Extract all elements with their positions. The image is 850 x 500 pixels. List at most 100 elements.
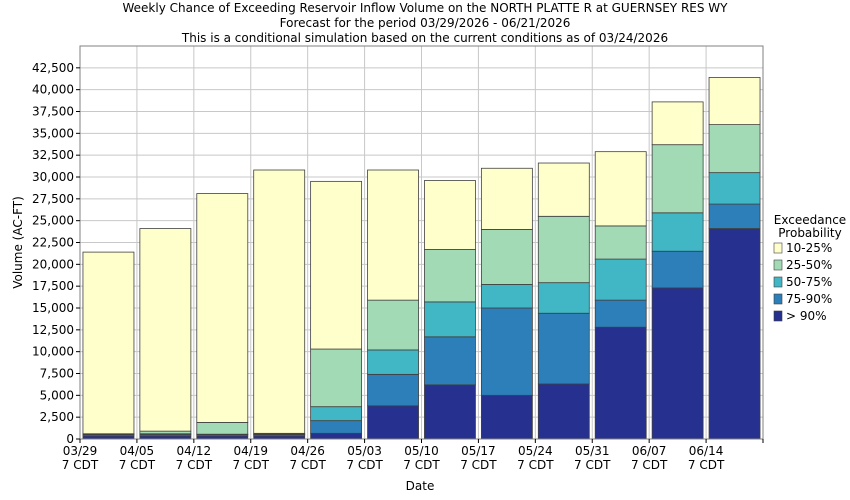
bar-segment-75-90-9 [537, 312, 590, 385]
bar-segment-50-75-9 [537, 282, 590, 314]
legend-swatch-4 [773, 293, 783, 305]
x-tick-label-time: 7 CDT [574, 458, 611, 472]
bar-segment-90-6 [367, 405, 419, 440]
bar-segment-25-50-6 [367, 299, 419, 351]
bar-segment-50-75-8 [480, 284, 533, 309]
legend-label-1: 10-25% [786, 241, 832, 255]
x-tick-label-time: 7 CDT [631, 458, 668, 472]
bar-segment-10-25-8 [480, 167, 533, 230]
legend-title-line-1: Exceedance [774, 213, 846, 227]
title-line-2: Forecast for the period 03/29/2026 - 06/… [280, 16, 571, 30]
y-tick-label: 32,500 [32, 148, 74, 162]
y-tick-label: 10,000 [32, 345, 74, 359]
bar-segment-50-75-6 [367, 349, 419, 375]
y-tick-label: 22,500 [32, 236, 74, 250]
legend-label-5: > 90% [786, 309, 827, 323]
x-tick-label-date: 04/26 [290, 444, 325, 458]
bar-segment-25-50-8 [480, 228, 533, 285]
bar-segment-10-25-4 [253, 169, 306, 434]
legend-label-3: 50-75% [786, 275, 832, 289]
bar-segment-25-50-10 [594, 225, 647, 260]
bar-segment-10-25-10 [594, 151, 647, 227]
bar-segment-10-25-12 [708, 77, 761, 126]
y-tick-label: 12,500 [32, 323, 74, 337]
bar-segment-90-7 [424, 384, 476, 440]
bar-segment-90-9 [537, 383, 590, 440]
y-tick-label: 2,500 [40, 410, 74, 424]
x-tick-label-time: 7 CDT [403, 458, 440, 472]
bar-segment-75-90-10 [594, 299, 647, 328]
x-tick-label-time: 7 CDT [688, 458, 725, 472]
y-tick-label: 15,000 [32, 301, 74, 315]
x-tick-label-time: 7 CDT [517, 458, 554, 472]
bar-segment-75-90-12 [708, 203, 761, 229]
y-tick-label: 30,000 [32, 170, 74, 184]
y-tick-label: 20,000 [32, 257, 74, 271]
legend-swatch-1 [773, 242, 783, 254]
title-line-1: Weekly Chance of Exceeding Reservoir Inf… [122, 1, 728, 15]
title-line-3: This is a conditional simulation based o… [181, 31, 668, 45]
bar-segment-25-50-7 [424, 249, 476, 303]
bar-segment-50-75-11 [651, 212, 704, 252]
x-tick-label-time: 7 CDT [62, 458, 99, 472]
y-tick-label: 35,000 [32, 126, 74, 140]
x-tick-label-date: 03/29 [63, 444, 98, 458]
y-tick-label: 5,000 [40, 388, 74, 402]
bar-segment-25-50-5 [310, 348, 363, 408]
y-tick-label: 37,500 [32, 105, 74, 119]
x-tick-label-time: 7 CDT [233, 458, 270, 472]
bar-segment-10-25-2 [139, 228, 192, 432]
grid [80, 46, 763, 439]
x-tick-label-date: 05/10 [404, 444, 439, 458]
bar-segment-10-25-11 [651, 101, 704, 146]
bar-segment-10-25-7 [424, 180, 476, 250]
bar-segment-10-25-6 [367, 169, 419, 301]
chart-title: Weekly Chance of Exceeding Reservoir Inf… [122, 1, 728, 45]
x-tick-label-time: 7 CDT [119, 458, 156, 472]
legend-label-4: 75-90% [786, 292, 832, 306]
legend-label-2: 25-50% [786, 258, 832, 272]
y-axis-title: Volume (AC-FT) [11, 196, 25, 289]
legend-title-line-2: Probability [778, 226, 841, 240]
bar-segment-25-50-11 [651, 144, 704, 214]
x-tick-label-date: 06/14 [689, 444, 724, 458]
x-tick-label-date: 05/17 [461, 444, 496, 458]
bar-segment-10-25-5 [310, 180, 363, 350]
bar-segment-90-8 [480, 394, 533, 440]
bar-segment-50-75-5 [310, 406, 363, 422]
bars [82, 77, 761, 440]
y-tick-label: 25,000 [32, 214, 74, 228]
bar-segment-25-50-9 [537, 215, 590, 284]
bar-segment-75-90-11 [651, 250, 704, 289]
bar-segment-90-5 [310, 432, 363, 440]
legend-swatch-3 [773, 276, 783, 288]
bar-segment-90-10 [594, 326, 647, 440]
legend-swatch-5 [773, 310, 783, 322]
bar-segment-50-75-7 [424, 301, 476, 338]
x-tick-label-date: 05/31 [575, 444, 610, 458]
bar-segment-90-11 [651, 287, 704, 440]
bar-segment-50-75-12 [708, 172, 761, 205]
x-tick-label-date: 04/12 [177, 444, 212, 458]
y-axis: 0 2,500 5,000 7,500 10,000 12,500 15,000 17,500… [11, 61, 80, 446]
x-tick-label-time: 7 CDT [346, 458, 383, 472]
bar-segment-50-75-10 [594, 258, 647, 301]
x-tick-label-time: 7 CDT [460, 458, 497, 472]
bar-segment-75-90-6 [367, 373, 419, 407]
x-tick-label-date: 04/05 [120, 444, 155, 458]
x-tick-label-time: 7 CDT [176, 458, 213, 472]
bar-segment-90-12 [708, 228, 761, 440]
y-tick-label: 40,000 [32, 83, 74, 97]
x-tick-label-date: 05/24 [518, 444, 553, 458]
bar-segment-10-25-1 [82, 251, 135, 435]
bar-segment-75-90-7 [424, 336, 476, 386]
y-tick-label: 42,500 [32, 61, 74, 75]
y-tick-label: 27,500 [32, 192, 74, 206]
y-tick-label: 7,500 [40, 367, 74, 381]
bar-segment-75-90-8 [480, 307, 533, 396]
legend-swatch-2 [773, 259, 783, 271]
x-tick-label-date: 06/07 [632, 444, 667, 458]
